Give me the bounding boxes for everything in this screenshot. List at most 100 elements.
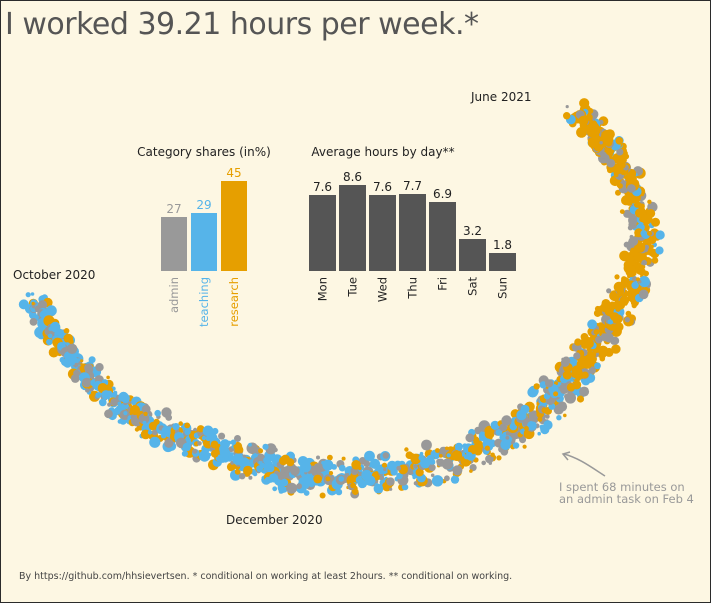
timeline-dot-research — [445, 446, 449, 451]
timeline-dot-research — [597, 345, 609, 356]
day-tick-label: Mon — [316, 277, 330, 301]
timeline-dot-research — [553, 391, 559, 397]
timeline-dot-admin — [644, 244, 650, 250]
timeline-dot-admin — [413, 481, 418, 486]
timeline-dot-admin — [565, 105, 569, 109]
day-value-label: 6.9 — [433, 187, 452, 201]
timeline-dot-admin — [638, 289, 649, 300]
timeline-dot-teaching — [301, 466, 307, 472]
timeline-dot-research — [626, 193, 632, 200]
timeline-dot-admin — [277, 471, 286, 481]
timeline-dot-research — [610, 305, 615, 309]
timeline-dot-teaching — [25, 292, 31, 298]
timeline-dot-admin — [505, 435, 510, 440]
timeline-dot-teaching — [365, 475, 376, 486]
timeline-dot-research — [593, 329, 600, 335]
timeline-dot-research — [148, 421, 158, 431]
timeline-dot-research — [638, 244, 642, 249]
timeline-dot-admin — [82, 377, 92, 388]
timeline-dot-admin — [616, 148, 624, 156]
timeline-dot-teaching — [419, 451, 424, 456]
timeline-dot-teaching — [252, 471, 258, 477]
timeline-dot-research — [106, 375, 110, 380]
timeline-dot-teaching — [454, 442, 463, 451]
timeline-dot-admin — [73, 369, 80, 377]
timeline-dot-admin — [164, 438, 174, 448]
timeline-dot-research — [143, 411, 148, 417]
timeline-dot-teaching — [369, 458, 381, 469]
timeline-dot-research — [562, 370, 572, 380]
timeline-dot-research — [404, 447, 409, 452]
timeline-dot-teaching — [520, 404, 530, 414]
timeline-dot-research — [537, 416, 543, 422]
timeline-dot-research — [635, 277, 641, 282]
timeline-dot-teaching — [239, 457, 251, 469]
timeline-dot-teaching — [638, 276, 650, 288]
day-value-label: 8.6 — [343, 170, 362, 184]
timeline-dot-teaching — [396, 472, 403, 480]
timeline-dot-research — [638, 268, 646, 276]
timeline-dot-teaching — [495, 429, 503, 436]
day-bar-Tue — [339, 185, 366, 271]
timeline-dot-admin — [138, 413, 150, 425]
timeline-dot-teaching — [46, 305, 57, 317]
timeline-dot-teaching — [160, 433, 167, 439]
timeline-dot-teaching — [230, 452, 234, 456]
timeline-dot-research — [574, 338, 582, 346]
timeline-dot-admin — [379, 475, 384, 481]
label-june-2021: June 2021 — [470, 90, 532, 104]
timeline-dot-teaching — [269, 473, 279, 483]
timeline-dot-admin — [452, 465, 463, 476]
timeline-dot-teaching — [338, 464, 346, 472]
timeline-dot-research — [484, 445, 490, 451]
annotation-text: I spent 68 minutes on an admin task on Fe… — [559, 480, 694, 506]
timeline-dot-research — [647, 230, 652, 236]
annotation-arrowhead — [561, 451, 571, 461]
timeline-dot-admin — [197, 441, 202, 446]
timeline-dot-teaching — [537, 431, 541, 436]
hours-by-day-chart: Average hours by day** 7.6 Mon 8.6 Tue 7.6 We… — [309, 145, 516, 302]
timeline-dot-research — [48, 347, 59, 358]
timeline-dot-teaching — [202, 425, 214, 437]
timeline-dot-admin — [290, 465, 300, 476]
timeline-dot-admin — [560, 358, 570, 367]
category-value-label: 45 — [226, 166, 241, 180]
timeline-dot-teaching — [184, 429, 191, 436]
timeline-dot-teaching — [373, 483, 384, 494]
timeline-dot-teaching — [369, 463, 373, 468]
timeline-dot-admin — [383, 467, 387, 472]
timeline-dot-admin — [436, 458, 442, 465]
timeline-dot-teaching — [88, 356, 96, 364]
timeline-dot-teaching — [594, 362, 601, 370]
footer-credit: By https://github.com/hhsievertsen. * co… — [19, 571, 513, 582]
timeline-dot-admin — [444, 475, 450, 482]
day-bar-Mon — [309, 195, 336, 271]
timeline-dot-research — [327, 454, 333, 461]
timeline-dot-research — [474, 441, 483, 450]
timeline-dot-teaching — [248, 442, 252, 447]
timeline-dot-admin — [628, 236, 639, 246]
timeline-dot-research — [63, 328, 70, 334]
timeline-dot-research — [533, 383, 540, 390]
timeline-dot-teaching — [208, 453, 212, 457]
timeline-dot-research — [612, 318, 619, 324]
timeline-dot-research — [80, 359, 84, 363]
timeline-dot-teaching — [527, 420, 537, 431]
timeline-dot-teaching — [655, 246, 664, 255]
timeline-dot-research — [647, 199, 652, 204]
timeline-dot-admin — [564, 392, 577, 404]
timeline-dot-admin — [588, 366, 596, 375]
timeline-dot-research — [496, 455, 502, 461]
timeline-dot-teaching — [266, 464, 275, 473]
timeline-dot-admin — [296, 483, 302, 490]
timeline-dot-research — [622, 170, 627, 174]
timeline-dot-teaching — [466, 452, 473, 459]
timeline-dot-research — [63, 333, 74, 344]
timeline-dot-teaching — [154, 409, 161, 417]
timeline-dot-admin — [573, 352, 581, 360]
day-tick-label: Sun — [496, 277, 510, 299]
timeline-dot-admin — [74, 362, 79, 367]
timeline-scatter — [18, 98, 665, 499]
timeline-dot-research — [197, 425, 205, 433]
